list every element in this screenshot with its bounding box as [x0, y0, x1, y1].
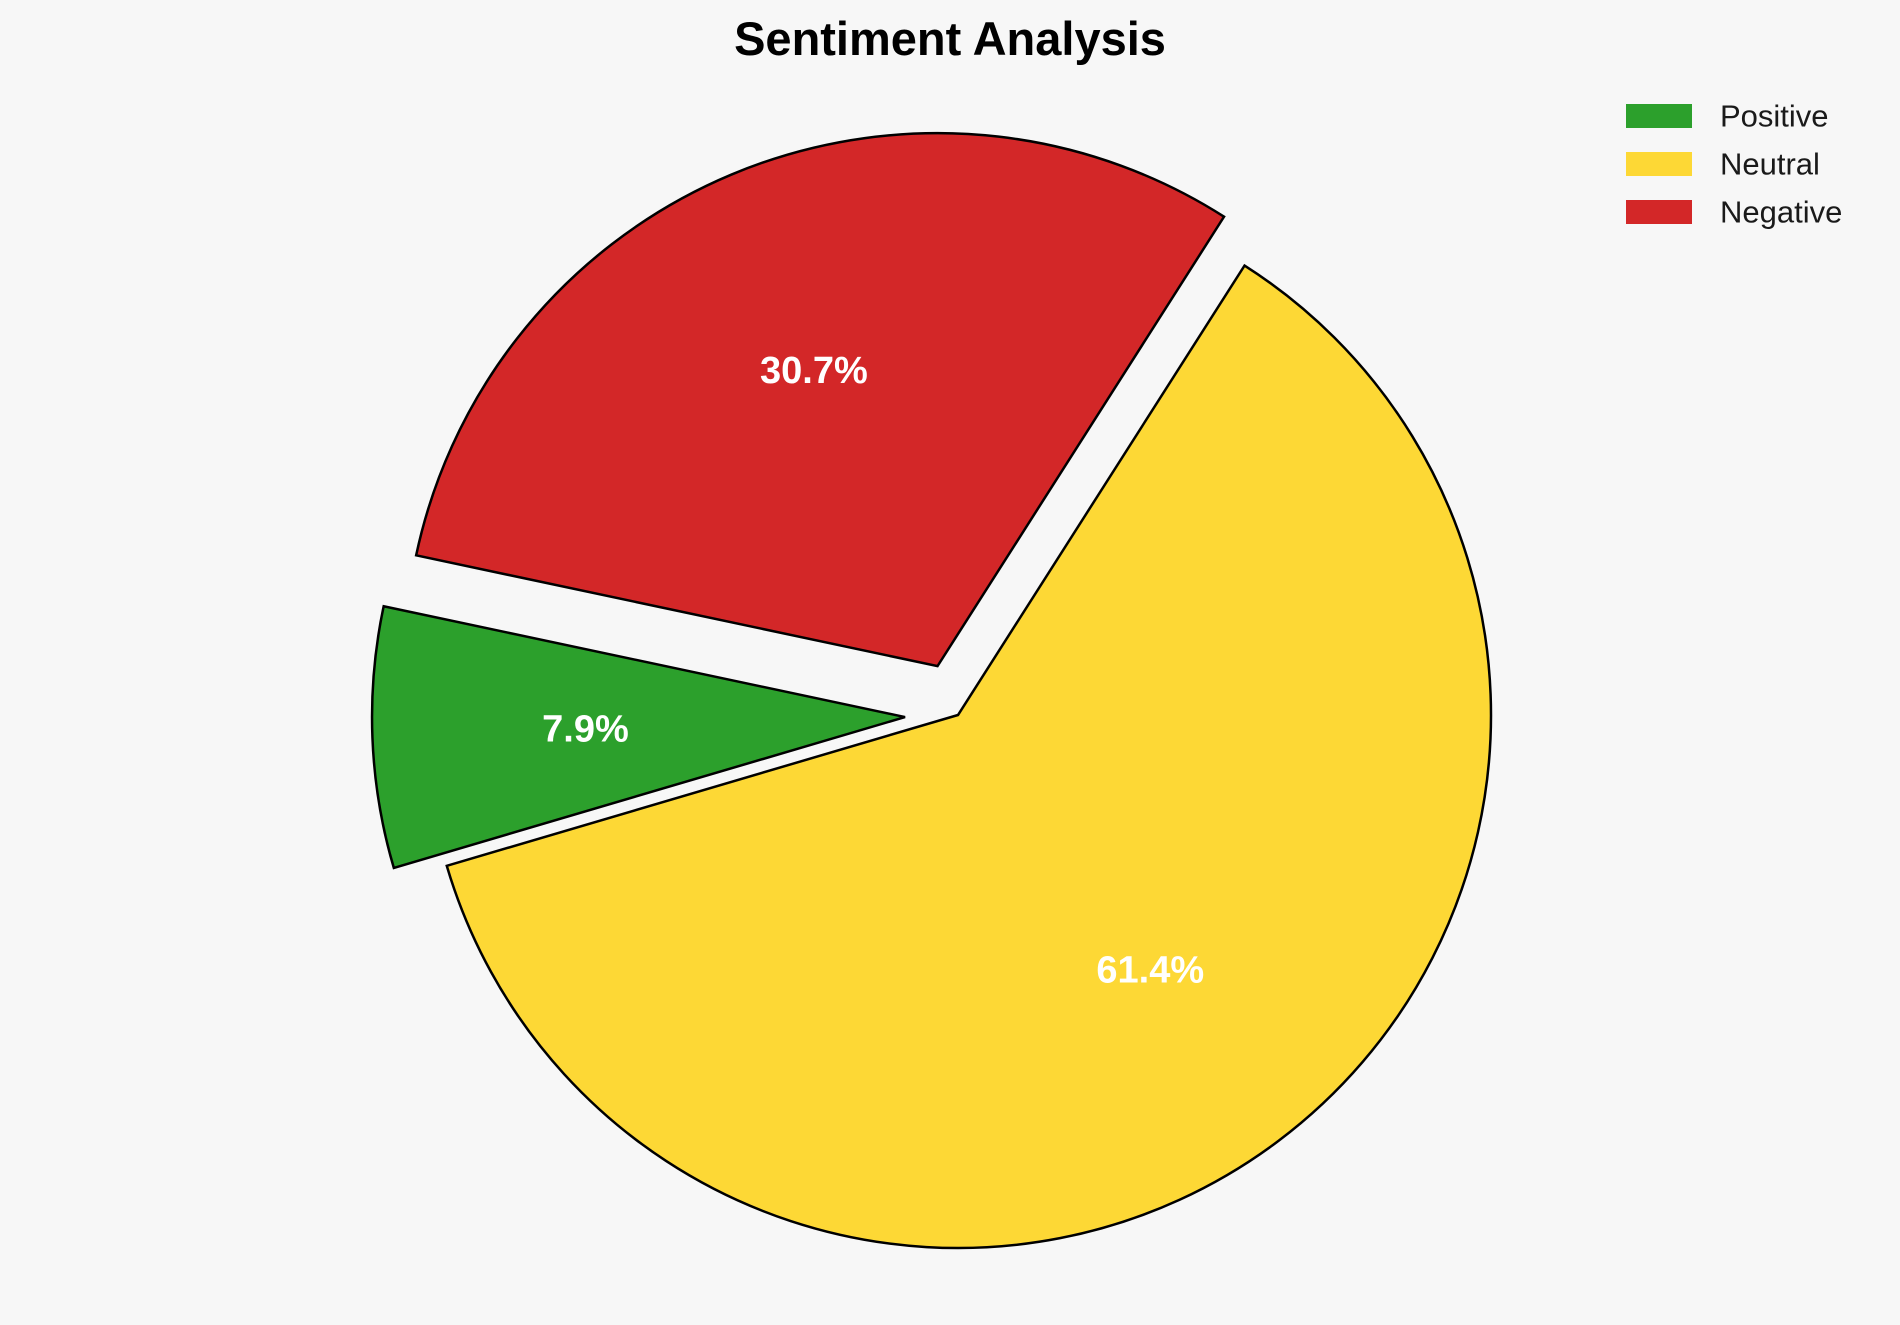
slice-label-neutral: 61.4%: [1096, 950, 1204, 992]
pie-slice-neutral: [445, 263, 1493, 1250]
legend-swatch-neutral: [1626, 152, 1692, 176]
legend-swatch-negative: [1626, 200, 1692, 224]
legend-label-positive: Positive: [1720, 99, 1829, 134]
pie-slice-positive: [370, 604, 906, 870]
legend-label-negative: Negative: [1720, 195, 1842, 230]
slice-label-negative: 30.7%: [760, 350, 868, 392]
legend-swatch-positive: [1626, 104, 1692, 128]
slice-label-positive: 7.9%: [542, 708, 629, 750]
legend-label-neutral: Neutral: [1720, 147, 1820, 182]
pie-slice-negative: [414, 131, 1226, 668]
pie-slices: [370, 131, 1493, 1250]
legend: Positive Neutral Negative: [1626, 99, 1842, 230]
slice-labels: 7.9% 61.4% 30.7%: [542, 350, 1204, 991]
chart-title: Sentiment Analysis: [734, 12, 1166, 65]
